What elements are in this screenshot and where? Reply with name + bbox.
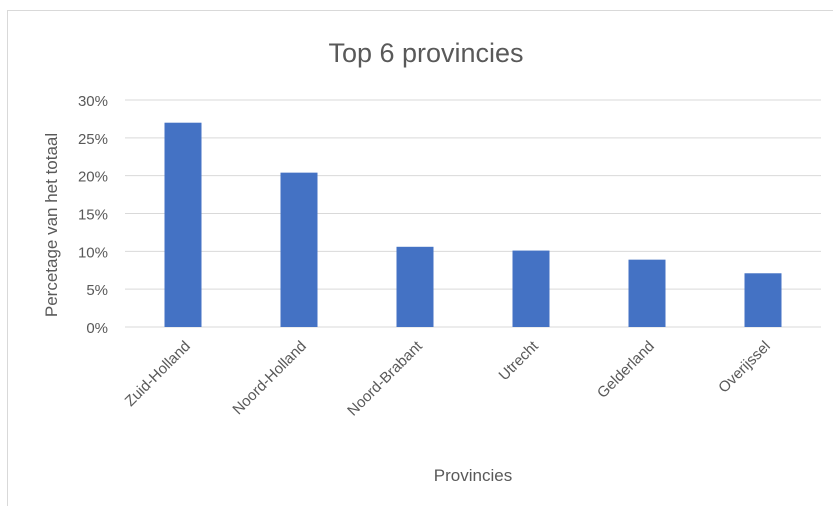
gridlines (125, 99, 821, 328)
bar-noord-brabant (396, 246, 434, 327)
bar-noord-holland (280, 172, 318, 327)
y-tick-label: 10% (78, 244, 108, 261)
y-tick-label: 25% (78, 131, 108, 148)
y-tick-label: 5% (86, 282, 108, 299)
x-tick-label: Utrecht (496, 337, 543, 384)
x-tick-label: Gelderland (594, 338, 658, 402)
x-axis-ticks: Zuid-Holland Noord-Holland Noord-Brabant Ut… (122, 337, 774, 419)
x-tick-label: Overijssel (715, 338, 774, 397)
chart-title: Top 6 provincies (328, 38, 523, 68)
x-axis-label: Provincies (434, 466, 512, 485)
bar-gelderland (628, 259, 666, 327)
x-tick-label: Noord-Brabant (344, 337, 426, 419)
y-tick-label: 30% (78, 93, 108, 110)
bars (164, 122, 782, 327)
y-tick-label: 15% (78, 207, 108, 224)
y-tick-label: 0% (86, 320, 108, 337)
y-axis-label: Percetage van het totaal (42, 133, 61, 317)
y-axis-ticks: 0% 5% 10% 15% 20% 25% 30% (78, 93, 108, 337)
x-tick-label: Zuid-Holland (122, 338, 194, 410)
bar-overijssel (744, 273, 782, 327)
bar-zuid-holland (164, 122, 202, 327)
y-tick-label: 20% (78, 169, 108, 186)
x-tick-label: Noord-Holland (229, 338, 309, 418)
bar-utrecht (512, 250, 550, 327)
